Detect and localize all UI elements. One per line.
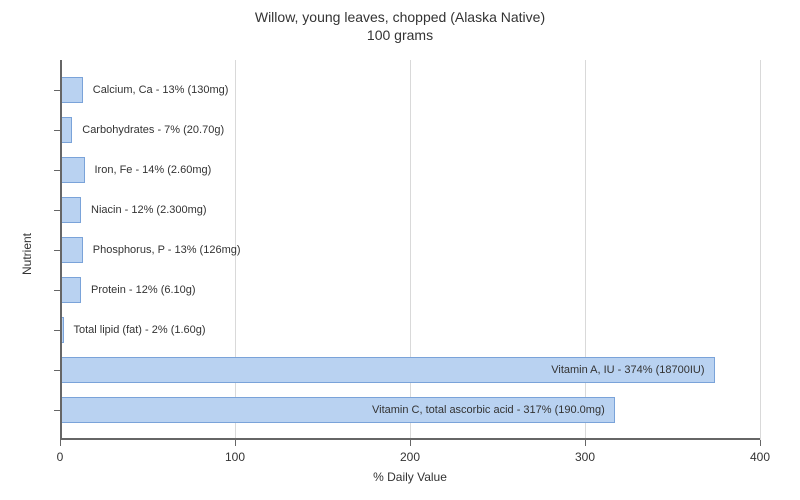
x-tick-label: 300 — [575, 450, 595, 464]
bar — [60, 157, 85, 183]
bar — [60, 197, 81, 223]
y-axis-title: Nutrient — [20, 233, 34, 275]
x-tick — [760, 440, 761, 446]
bar-row: Calcium, Ca - 13% (130mg) — [60, 77, 760, 103]
bar-row: Niacin - 12% (2.300mg) — [60, 197, 760, 223]
bar — [60, 237, 83, 263]
x-tick-label: 100 — [225, 450, 245, 464]
y-tick — [54, 210, 60, 211]
y-tick — [54, 130, 60, 131]
bar-label: Calcium, Ca - 13% (130mg) — [87, 77, 235, 103]
chart-title: Willow, young leaves, chopped (Alaska Na… — [0, 0, 800, 44]
bar-row: Iron, Fe - 14% (2.60mg) — [60, 157, 760, 183]
bar-row: Carbohydrates - 7% (20.70g) — [60, 117, 760, 143]
y-tick — [54, 410, 60, 411]
x-tick-label: 200 — [400, 450, 420, 464]
gridline — [760, 60, 761, 440]
x-axis-title: % Daily Value — [60, 470, 760, 484]
bar-row: Total lipid (fat) - 2% (1.60g) — [60, 317, 760, 343]
bar-label: Vitamin A, IU - 374% (18700IU) — [545, 357, 710, 383]
y-tick — [54, 250, 60, 251]
bars-container: Calcium, Ca - 13% (130mg) Carbohydrates -… — [60, 60, 760, 440]
bar-label: Vitamin C, total ascorbic acid - 317% (1… — [366, 397, 611, 423]
x-tick — [410, 440, 411, 446]
y-tick — [54, 170, 60, 171]
bar-label: Niacin - 12% (2.300mg) — [85, 197, 213, 223]
bar — [60, 77, 83, 103]
bar-row: Phosphorus, P - 13% (126mg) — [60, 237, 760, 263]
bar-label: Iron, Fe - 14% (2.60mg) — [89, 157, 218, 183]
x-tick-label: 400 — [750, 450, 770, 464]
bar-label: Protein - 12% (6.10g) — [85, 277, 202, 303]
bar — [60, 277, 81, 303]
y-tick — [54, 290, 60, 291]
x-tick — [235, 440, 236, 446]
bar-label: Phosphorus, P - 13% (126mg) — [87, 237, 247, 263]
y-tick — [54, 370, 60, 371]
y-tick — [54, 330, 60, 331]
plot-area: Calcium, Ca - 13% (130mg) Carbohydrates -… — [60, 60, 760, 440]
bar-row: Vitamin A, IU - 374% (18700IU) — [60, 357, 760, 383]
nutrient-chart: Willow, young leaves, chopped (Alaska Na… — [0, 0, 800, 500]
y-axis-line — [60, 60, 62, 440]
chart-title-line2: 100 grams — [0, 26, 800, 44]
x-tick — [60, 440, 61, 446]
y-tick — [54, 90, 60, 91]
bar-label: Total lipid (fat) - 2% (1.60g) — [68, 317, 212, 343]
bar-row: Vitamin C, total ascorbic acid - 317% (1… — [60, 397, 760, 423]
x-tick — [585, 440, 586, 446]
bar-label: Carbohydrates - 7% (20.70g) — [76, 117, 230, 143]
chart-title-line1: Willow, young leaves, chopped (Alaska Na… — [0, 8, 800, 26]
bar-row: Protein - 12% (6.10g) — [60, 277, 760, 303]
x-tick-label: 0 — [57, 450, 64, 464]
